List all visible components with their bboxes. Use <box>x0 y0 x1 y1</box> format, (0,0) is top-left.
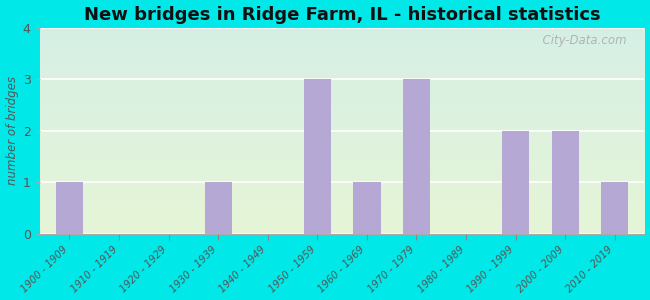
Y-axis label: number of bridges: number of bridges <box>6 76 19 185</box>
Bar <box>304 80 331 234</box>
Title: New bridges in Ridge Farm, IL - historical statistics: New bridges in Ridge Farm, IL - historic… <box>84 6 601 24</box>
Bar <box>205 182 232 234</box>
Bar <box>601 182 629 234</box>
Text: City-Data.com: City-Data.com <box>535 34 627 47</box>
Bar <box>403 80 430 234</box>
Bar <box>56 182 83 234</box>
Bar <box>551 131 578 234</box>
Bar <box>502 131 529 234</box>
Bar <box>353 182 380 234</box>
